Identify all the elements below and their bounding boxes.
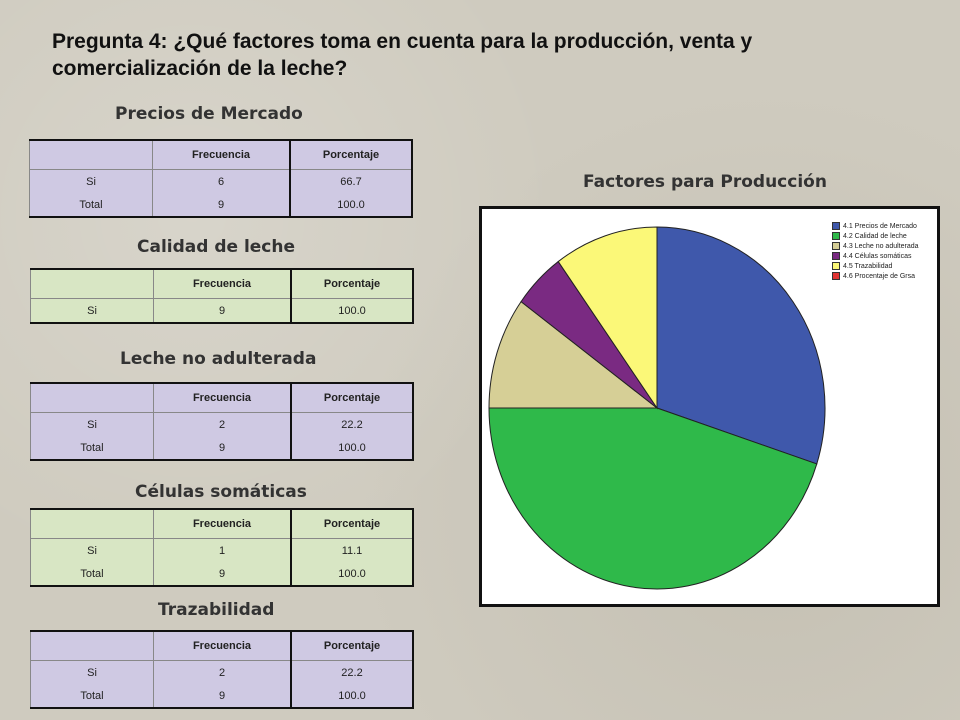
row-frecuencia: 9 <box>152 193 290 217</box>
header-porcentaje: Porcentaje <box>290 509 413 539</box>
header-frecuencia: Frecuencia <box>152 140 290 170</box>
legend-swatch <box>832 222 840 230</box>
header-blank <box>29 140 153 170</box>
table-row: Si 6 66.7 <box>29 169 412 193</box>
table-row: Total 9 100.0 <box>29 193 412 217</box>
legend-label: 4.4 Células somáticas <box>843 252 912 260</box>
row-label: Si <box>30 660 154 684</box>
header-porcentaje: Porcentaje <box>290 269 413 299</box>
row-label: Total <box>29 193 153 217</box>
table-precios: Frecuencia Porcentaje Si 6 66.7 Total 9 … <box>29 139 413 218</box>
header-frecuencia: Frecuencia <box>153 509 291 539</box>
table-header-row: Frecuencia Porcentaje <box>30 509 413 539</box>
row-label: Si <box>30 412 154 436</box>
row-frecuencia: 2 <box>153 412 291 436</box>
table-row: Total 9 100.0 <box>30 562 413 586</box>
legend-swatch <box>832 232 840 240</box>
row-porcentaje: 100.0 <box>290 684 413 708</box>
table-trazabilidad: Frecuencia Porcentaje Si 2 22.2 Total 9 … <box>30 630 414 709</box>
table-row: Total 9 100.0 <box>30 436 413 460</box>
header-blank <box>30 383 154 413</box>
legend-swatch <box>832 252 840 260</box>
row-frecuencia: 9 <box>153 436 291 460</box>
section-heading-calidad: Calidad de leche <box>137 237 296 257</box>
pie-slice-2 <box>488 407 818 590</box>
page-title: Pregunta 4: ¿Qué factores toma en cuenta… <box>52 30 753 80</box>
pie-slice-5 <box>557 226 658 410</box>
legend-item: 4.1 Precios de Mercado <box>832 221 919 231</box>
legend-label: 4.3 Leche no adulterada <box>843 242 919 250</box>
header-blank <box>30 269 154 299</box>
row-frecuencia: 9 <box>153 562 291 586</box>
row-porcentaje: 66.7 <box>289 169 412 193</box>
legend-swatch <box>832 262 840 270</box>
pie-chart <box>488 226 826 590</box>
row-porcentaje: 100.0 <box>290 436 413 460</box>
legend-item: 4.5 Trazabilidad <box>832 261 919 271</box>
legend-item: 4.3 Leche no adulterada <box>832 241 919 251</box>
row-frecuencia: 6 <box>152 169 290 193</box>
header-frecuencia: Frecuencia <box>153 383 291 413</box>
legend-swatch <box>832 272 840 280</box>
legend-swatch <box>832 242 840 250</box>
row-label: Total <box>30 436 154 460</box>
row-frecuencia: 2 <box>153 660 291 684</box>
row-porcentaje: 22.2 <box>290 660 413 684</box>
legend-label: 4.1 Precios de Mercado <box>843 222 917 230</box>
table-header-row: Frecuencia Porcentaje <box>30 631 413 661</box>
row-porcentaje: 100.0 <box>290 298 413 323</box>
legend-item: 4.2 Calidad de leche <box>832 231 919 241</box>
row-label: Si <box>30 538 154 562</box>
row-porcentaje: 22.2 <box>290 412 413 436</box>
legend-item: 4.6 Procentaje de Grsa <box>832 271 919 281</box>
header-frecuencia: Frecuencia <box>153 269 291 299</box>
table-row: Si 2 22.2 <box>30 412 413 436</box>
row-label: Si <box>30 298 154 323</box>
table-row: Si 9 100.0 <box>30 298 413 323</box>
section-heading-leche-no-adulterada: Leche no adulterada <box>120 349 317 369</box>
row-label: Total <box>30 684 154 708</box>
chart-title: Factores para Producción <box>583 172 827 192</box>
pie-chart-frame: 4.1 Precios de Mercado 4.2 Calidad de lec… <box>479 206 940 607</box>
header-porcentaje: Porcentaje <box>290 383 413 413</box>
header-blank <box>30 509 154 539</box>
row-frecuencia: 9 <box>153 684 291 708</box>
chart-legend: 4.1 Precios de Mercado 4.2 Calidad de lec… <box>832 221 919 281</box>
table-celulas: Frecuencia Porcentaje Si 1 11.1 Total 9 … <box>30 508 414 587</box>
row-porcentaje: 100.0 <box>289 193 412 217</box>
row-frecuencia: 9 <box>153 298 291 323</box>
row-label: Si <box>29 169 153 193</box>
table-header-row: Frecuencia Porcentaje <box>29 140 412 170</box>
header-frecuencia: Frecuencia <box>153 631 291 661</box>
pie-slice-1 <box>656 226 826 465</box>
legend-label: 4.5 Trazabilidad <box>843 262 893 270</box>
table-leche-no-adulterada: Frecuencia Porcentaje Si 2 22.2 Total 9 … <box>30 382 414 461</box>
table-row: Si 1 11.1 <box>30 538 413 562</box>
header-blank <box>30 631 154 661</box>
header-porcentaje: Porcentaje <box>289 140 412 170</box>
header-porcentaje: Porcentaje <box>290 631 413 661</box>
legend-label: 4.2 Calidad de leche <box>843 232 907 240</box>
row-porcentaje: 100.0 <box>290 562 413 586</box>
table-header-row: Frecuencia Porcentaje <box>30 383 413 413</box>
legend-item: 4.4 Células somáticas <box>832 251 919 261</box>
table-header-row: Frecuencia Porcentaje <box>30 269 413 299</box>
section-heading-celulas: Células somáticas <box>135 482 307 502</box>
pie-slice-3 <box>488 300 659 409</box>
section-heading-precios: Precios de Mercado <box>115 104 303 124</box>
table-row: Si 2 22.2 <box>30 660 413 684</box>
row-porcentaje: 11.1 <box>290 538 413 562</box>
legend-label: 4.6 Procentaje de Grsa <box>843 272 915 280</box>
section-heading-trazabilidad: Trazabilidad <box>158 600 275 620</box>
row-label: Total <box>30 562 154 586</box>
table-calidad: Frecuencia Porcentaje Si 9 100.0 <box>30 268 414 324</box>
row-frecuencia: 1 <box>153 538 291 562</box>
table-row: Total 9 100.0 <box>30 684 413 708</box>
